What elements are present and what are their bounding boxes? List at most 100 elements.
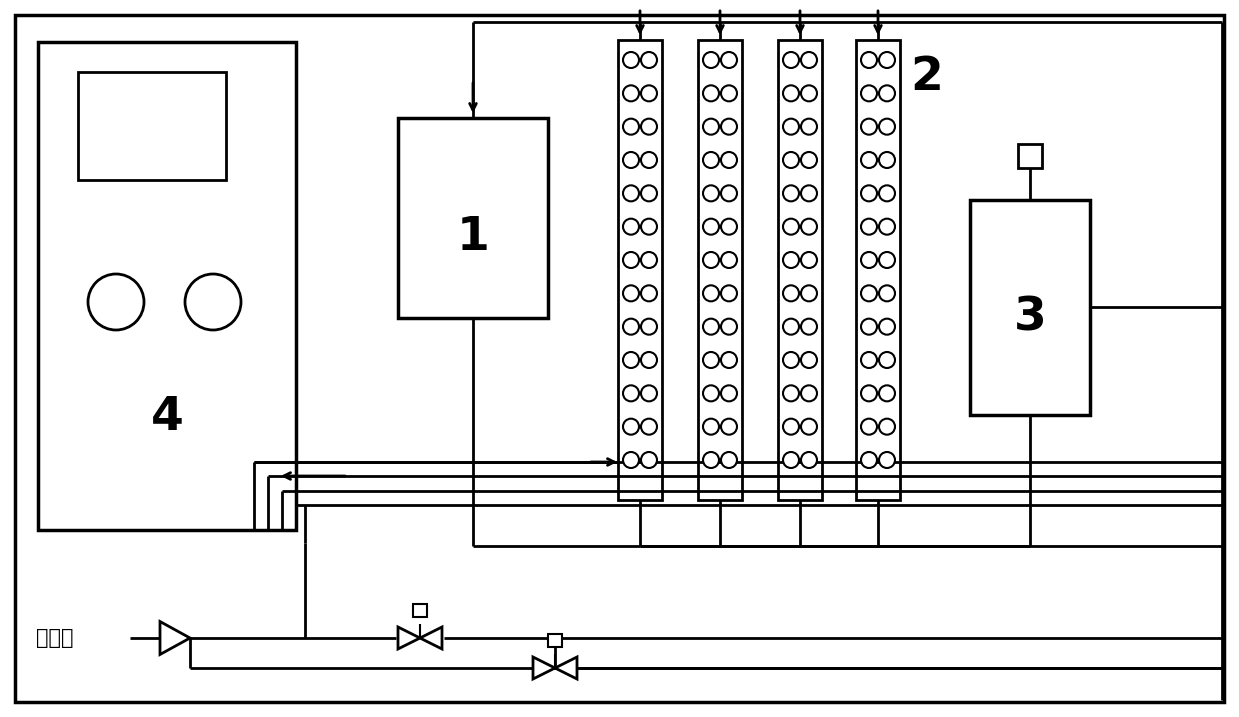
Bar — [618, 40, 662, 500]
Circle shape — [783, 385, 799, 402]
Circle shape — [721, 252, 737, 268]
Bar — [856, 40, 900, 500]
Circle shape — [623, 185, 639, 201]
Circle shape — [703, 85, 719, 101]
Circle shape — [861, 219, 877, 234]
Circle shape — [783, 119, 799, 135]
Circle shape — [878, 318, 895, 335]
Circle shape — [800, 285, 817, 301]
Circle shape — [783, 452, 799, 468]
Text: 3: 3 — [1014, 295, 1047, 341]
Circle shape — [878, 85, 895, 101]
Circle shape — [623, 385, 639, 402]
Circle shape — [623, 52, 639, 68]
Bar — [398, 118, 548, 318]
Circle shape — [800, 419, 817, 435]
Circle shape — [878, 452, 895, 468]
Circle shape — [641, 152, 657, 168]
Circle shape — [783, 152, 799, 168]
Text: 4: 4 — [151, 395, 183, 440]
Circle shape — [861, 385, 877, 402]
Circle shape — [783, 252, 799, 268]
Circle shape — [721, 318, 737, 335]
Circle shape — [623, 285, 639, 301]
Circle shape — [783, 352, 799, 368]
Circle shape — [783, 419, 799, 435]
Circle shape — [878, 119, 895, 135]
Circle shape — [703, 452, 719, 468]
Bar — [1018, 144, 1042, 168]
Circle shape — [800, 119, 817, 135]
Circle shape — [641, 185, 657, 201]
Circle shape — [703, 352, 719, 368]
Circle shape — [878, 419, 895, 435]
Circle shape — [878, 252, 895, 268]
Circle shape — [878, 385, 895, 402]
Circle shape — [641, 252, 657, 268]
Circle shape — [641, 318, 657, 335]
Circle shape — [721, 419, 737, 435]
Circle shape — [783, 52, 799, 68]
Circle shape — [800, 452, 817, 468]
Circle shape — [721, 385, 737, 402]
Circle shape — [800, 252, 817, 268]
Circle shape — [878, 185, 895, 201]
Circle shape — [721, 219, 737, 234]
Circle shape — [861, 252, 877, 268]
Circle shape — [800, 152, 817, 168]
Bar — [698, 40, 742, 500]
Circle shape — [623, 419, 639, 435]
Circle shape — [783, 318, 799, 335]
Circle shape — [800, 352, 817, 368]
Polygon shape — [160, 622, 190, 655]
Circle shape — [861, 419, 877, 435]
Circle shape — [878, 219, 895, 234]
Circle shape — [623, 219, 639, 234]
Circle shape — [878, 52, 895, 68]
Circle shape — [88, 274, 144, 330]
Circle shape — [721, 452, 737, 468]
Circle shape — [641, 452, 657, 468]
Circle shape — [623, 85, 639, 101]
Circle shape — [800, 185, 817, 201]
Circle shape — [783, 285, 799, 301]
Text: 1: 1 — [456, 216, 489, 260]
Circle shape — [800, 52, 817, 68]
Circle shape — [185, 274, 242, 330]
Circle shape — [878, 285, 895, 301]
Circle shape — [783, 185, 799, 201]
Circle shape — [623, 318, 639, 335]
Circle shape — [703, 318, 719, 335]
Bar — [78, 72, 225, 180]
Circle shape — [721, 285, 737, 301]
Circle shape — [641, 285, 657, 301]
Circle shape — [703, 119, 719, 135]
Circle shape — [721, 152, 737, 168]
Circle shape — [623, 352, 639, 368]
Polygon shape — [420, 627, 442, 649]
Circle shape — [800, 318, 817, 335]
Circle shape — [783, 219, 799, 234]
Polygon shape — [398, 627, 420, 649]
Circle shape — [721, 352, 737, 368]
Bar — [548, 634, 563, 647]
Circle shape — [783, 85, 799, 101]
Circle shape — [861, 152, 877, 168]
Circle shape — [703, 185, 719, 201]
Circle shape — [861, 185, 877, 201]
Circle shape — [703, 52, 719, 68]
Circle shape — [703, 419, 719, 435]
Circle shape — [800, 219, 817, 234]
Polygon shape — [555, 657, 577, 679]
Circle shape — [878, 352, 895, 368]
Circle shape — [800, 85, 817, 101]
Circle shape — [861, 285, 877, 301]
Polygon shape — [533, 657, 555, 679]
Circle shape — [703, 252, 719, 268]
Circle shape — [703, 152, 719, 168]
Circle shape — [641, 52, 657, 68]
Circle shape — [861, 318, 877, 335]
Circle shape — [641, 85, 657, 101]
Circle shape — [721, 85, 737, 101]
Bar — [38, 42, 296, 530]
